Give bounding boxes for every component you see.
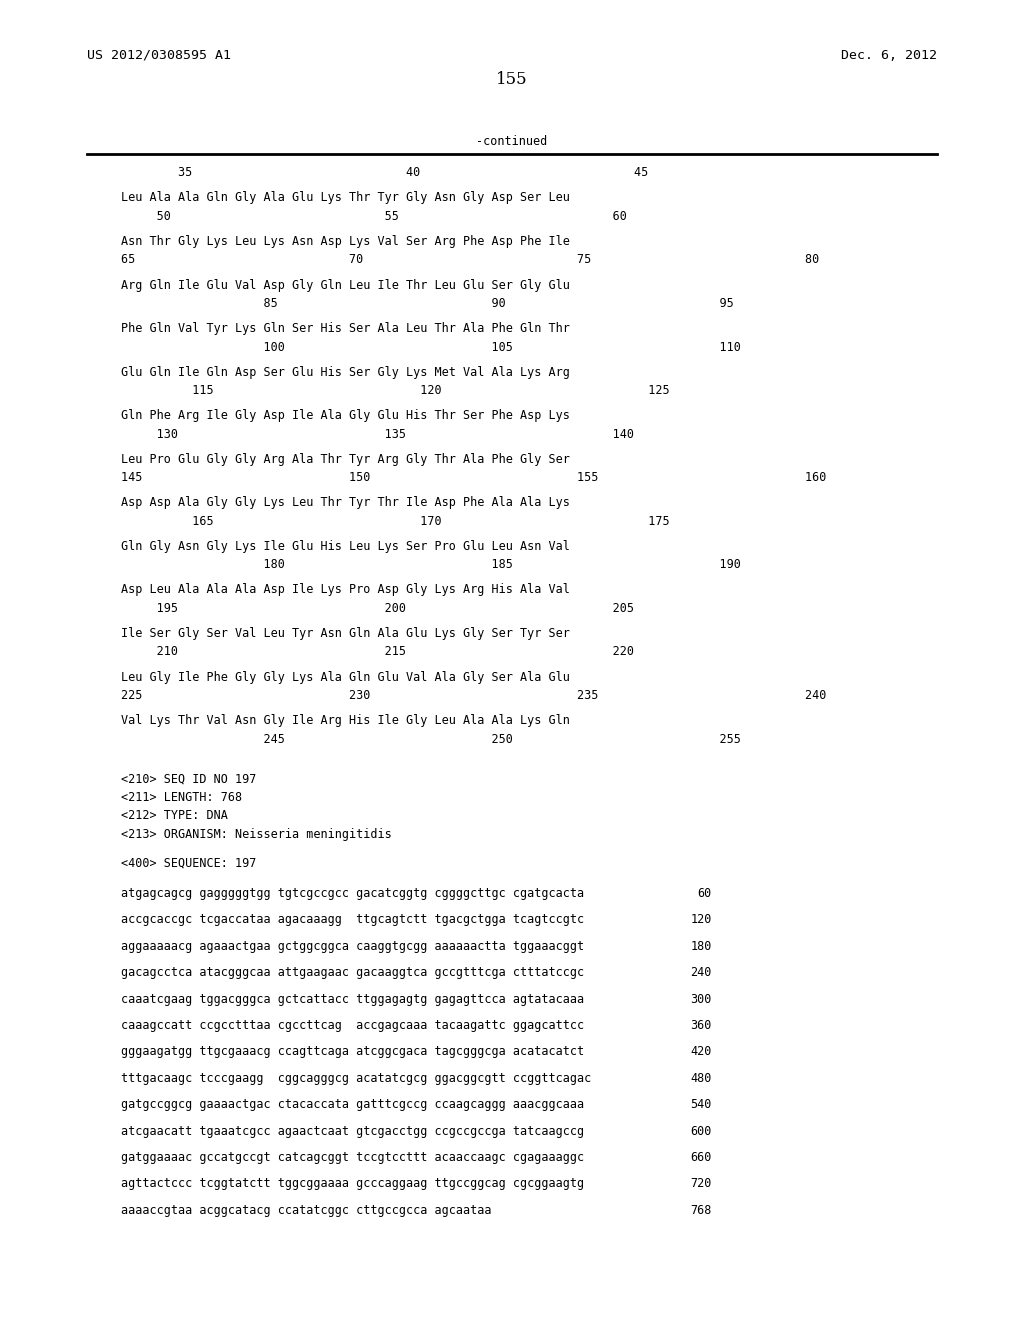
Text: 165                             170                             175: 165 170 175	[121, 515, 670, 528]
Text: Arg Gln Ile Glu Val Asp Gly Gln Leu Ile Thr Leu Glu Ser Gly Glu: Arg Gln Ile Glu Val Asp Gly Gln Leu Ile …	[121, 279, 569, 292]
Text: caaatcgaag tggacgggca gctcattacc ttggagagtg gagagttcca agtatacaaa: caaatcgaag tggacgggca gctcattacc ttggaga…	[121, 993, 584, 1006]
Text: 85                              90                              95: 85 90 95	[121, 297, 733, 310]
Text: Phe Gln Val Tyr Lys Gln Ser His Ser Ala Leu Thr Ala Phe Gln Thr: Phe Gln Val Tyr Lys Gln Ser His Ser Ala …	[121, 322, 569, 335]
Text: Leu Pro Glu Gly Gly Arg Ala Thr Tyr Arg Gly Thr Ala Phe Gly Ser: Leu Pro Glu Gly Gly Arg Ala Thr Tyr Arg …	[121, 453, 569, 466]
Text: 155: 155	[497, 71, 527, 88]
Text: 50                              55                              60: 50 55 60	[121, 210, 627, 223]
Text: 540: 540	[690, 1098, 712, 1111]
Text: accgcaccgc tcgaccataa agacaaagg  ttgcagtctt tgacgctgga tcagtccgtc: accgcaccgc tcgaccataa agacaaagg ttgcagtc…	[121, 913, 584, 927]
Text: <400> SEQUENCE: 197: <400> SEQUENCE: 197	[121, 857, 256, 870]
Text: 240: 240	[690, 966, 712, 979]
Text: 300: 300	[690, 993, 712, 1006]
Text: 180: 180	[690, 940, 712, 953]
Text: US 2012/0308595 A1: US 2012/0308595 A1	[87, 49, 231, 62]
Text: gacagcctca atacgggcaa attgaagaac gacaaggtca gccgtttcga ctttatccgc: gacagcctca atacgggcaa attgaagaac gacaagg…	[121, 966, 584, 979]
Text: Glu Gln Ile Gln Asp Ser Glu His Ser Gly Lys Met Val Ala Lys Arg: Glu Gln Ile Gln Asp Ser Glu His Ser Gly …	[121, 366, 569, 379]
Text: 180                             185                             190: 180 185 190	[121, 558, 740, 572]
Text: 145                             150                             155             : 145 150 155	[121, 471, 826, 484]
Text: agttactccc tcggtatctt tggcggaaaa gcccaggaag ttgccggcag cgcggaagtg: agttactccc tcggtatctt tggcggaaaa gcccagg…	[121, 1177, 584, 1191]
Text: Asn Thr Gly Lys Leu Lys Asn Asp Lys Val Ser Arg Phe Asp Phe Ile: Asn Thr Gly Lys Leu Lys Asn Asp Lys Val …	[121, 235, 569, 248]
Text: caaagccatt ccgcctttaa cgccttcag  accgagcaaa tacaagattc ggagcattcc: caaagccatt ccgcctttaa cgccttcag accgagca…	[121, 1019, 584, 1032]
Text: Asp Leu Ala Ala Ala Asp Ile Lys Pro Asp Gly Lys Arg His Ala Val: Asp Leu Ala Ala Ala Asp Ile Lys Pro Asp …	[121, 583, 569, 597]
Text: Gln Gly Asn Gly Lys Ile Glu His Leu Lys Ser Pro Glu Leu Asn Val: Gln Gly Asn Gly Lys Ile Glu His Leu Lys …	[121, 540, 569, 553]
Text: 65                              70                              75              : 65 70 75	[121, 253, 819, 267]
Text: atcgaacatt tgaaatcgcc agaactcaat gtcgacctgg ccgccgccga tatcaagccg: atcgaacatt tgaaatcgcc agaactcaat gtcgacc…	[121, 1125, 584, 1138]
Text: -continued: -continued	[476, 135, 548, 148]
Text: 720: 720	[690, 1177, 712, 1191]
Text: 768: 768	[690, 1204, 712, 1217]
Text: atgagcagcg gagggggtgg tgtcgccgcc gacatcggtg cggggcttgc cgatgcacta: atgagcagcg gagggggtgg tgtcgccgcc gacatcg…	[121, 887, 584, 900]
Text: Ile Ser Gly Ser Val Leu Tyr Asn Gln Ala Glu Lys Gly Ser Tyr Ser: Ile Ser Gly Ser Val Leu Tyr Asn Gln Ala …	[121, 627, 569, 640]
Text: Leu Gly Ile Phe Gly Gly Lys Ala Gln Glu Val Ala Gly Ser Ala Glu: Leu Gly Ile Phe Gly Gly Lys Ala Gln Glu …	[121, 671, 569, 684]
Text: Leu Ala Ala Gln Gly Ala Glu Lys Thr Tyr Gly Asn Gly Asp Ser Leu: Leu Ala Ala Gln Gly Ala Glu Lys Thr Tyr …	[121, 191, 569, 205]
Text: <213> ORGANISM: Neisseria meningitidis: <213> ORGANISM: Neisseria meningitidis	[121, 828, 391, 841]
Text: aggaaaaacg agaaactgaa gctggcggca caaggtgcgg aaaaaactta tggaaacggt: aggaaaaacg agaaactgaa gctggcggca caaggtg…	[121, 940, 584, 953]
Text: 130                             135                             140: 130 135 140	[121, 428, 634, 441]
Text: 115                             120                             125: 115 120 125	[121, 384, 670, 397]
Text: 245                             250                             255: 245 250 255	[121, 733, 740, 746]
Text: tttgacaagc tcccgaagg  cggcagggcg acatatcgcg ggacggcgtt ccggttcagac: tttgacaagc tcccgaagg cggcagggcg acatatcg…	[121, 1072, 591, 1085]
Text: 120: 120	[690, 913, 712, 927]
Text: 660: 660	[690, 1151, 712, 1164]
Text: 60: 60	[697, 887, 712, 900]
Text: <212> TYPE: DNA: <212> TYPE: DNA	[121, 809, 227, 822]
Text: 600: 600	[690, 1125, 712, 1138]
Text: 195                             200                             205: 195 200 205	[121, 602, 634, 615]
Text: 35                              40                              45: 35 40 45	[121, 166, 648, 180]
Text: gatgccggcg gaaaactgac ctacaccata gatttcgccg ccaagcaggg aaacggcaaa: gatgccggcg gaaaactgac ctacaccata gatttcg…	[121, 1098, 584, 1111]
Text: gatggaaaac gccatgccgt catcagcggt tccgtccttt acaaccaagc cgagaaaggc: gatggaaaac gccatgccgt catcagcggt tccgtcc…	[121, 1151, 584, 1164]
Text: gggaagatgg ttgcgaaacg ccagttcaga atcggcgaca tagcgggcga acatacatct: gggaagatgg ttgcgaaacg ccagttcaga atcggcg…	[121, 1045, 584, 1059]
Text: 210                             215                             220: 210 215 220	[121, 645, 634, 659]
Text: Gln Phe Arg Ile Gly Asp Ile Ala Gly Glu His Thr Ser Phe Asp Lys: Gln Phe Arg Ile Gly Asp Ile Ala Gly Glu …	[121, 409, 569, 422]
Text: 420: 420	[690, 1045, 712, 1059]
Text: 100                             105                             110: 100 105 110	[121, 341, 740, 354]
Text: 360: 360	[690, 1019, 712, 1032]
Text: Dec. 6, 2012: Dec. 6, 2012	[841, 49, 937, 62]
Text: 225                             230                             235             : 225 230 235	[121, 689, 826, 702]
Text: aaaaccgtaa acggcatacg ccatatcggc cttgccgcca agcaataa: aaaaccgtaa acggcatacg ccatatcggc cttgccg…	[121, 1204, 492, 1217]
Text: 480: 480	[690, 1072, 712, 1085]
Text: Val Lys Thr Val Asn Gly Ile Arg His Ile Gly Leu Ala Ala Lys Gln: Val Lys Thr Val Asn Gly Ile Arg His Ile …	[121, 714, 569, 727]
Text: Asp Asp Ala Gly Gly Lys Leu Thr Tyr Thr Ile Asp Phe Ala Ala Lys: Asp Asp Ala Gly Gly Lys Leu Thr Tyr Thr …	[121, 496, 569, 510]
Text: <211> LENGTH: 768: <211> LENGTH: 768	[121, 791, 242, 804]
Text: <210> SEQ ID NO 197: <210> SEQ ID NO 197	[121, 772, 256, 785]
